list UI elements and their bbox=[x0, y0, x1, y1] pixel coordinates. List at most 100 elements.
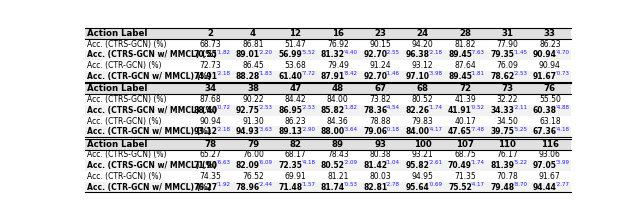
Text: Acc. (CTRS-GCN w/ MMCL) (%): Acc. (CTRS-GCN w/ MMCL) (%) bbox=[87, 161, 216, 170]
Text: 71.48: 71.48 bbox=[278, 183, 303, 192]
Text: 78.88: 78.88 bbox=[369, 117, 391, 126]
Text: ’7.48: ’7.48 bbox=[471, 126, 484, 132]
Text: 16: 16 bbox=[332, 29, 344, 38]
Text: ’7.63: ’7.63 bbox=[471, 50, 484, 55]
Text: 93.06: 93.06 bbox=[539, 150, 561, 160]
Text: 56.99: 56.99 bbox=[278, 50, 302, 59]
Text: ’3.64: ’3.64 bbox=[344, 126, 358, 132]
Text: 91.24: 91.24 bbox=[369, 61, 391, 70]
Text: 82.26: 82.26 bbox=[406, 106, 429, 115]
Text: ’5.22: ’5.22 bbox=[513, 160, 527, 165]
Text: 41.91: 41.91 bbox=[448, 106, 472, 115]
Text: Acc. (CTR-GCN) (%): Acc. (CTR-GCN) (%) bbox=[87, 61, 161, 70]
Text: 68.73: 68.73 bbox=[200, 40, 221, 49]
Text: ’1.46: ’1.46 bbox=[386, 71, 400, 76]
Text: Action Label: Action Label bbox=[87, 140, 147, 149]
Text: 28: 28 bbox=[459, 29, 471, 38]
Text: 90.15: 90.15 bbox=[369, 40, 391, 49]
Text: 70.78: 70.78 bbox=[497, 172, 518, 181]
Text: ’2.53: ’2.53 bbox=[259, 105, 273, 110]
Text: 91.67: 91.67 bbox=[539, 172, 561, 181]
Text: ’4.54: ’4.54 bbox=[386, 105, 400, 110]
Text: ’2.53: ’2.53 bbox=[301, 105, 315, 110]
Text: ’1.57: ’1.57 bbox=[301, 182, 315, 187]
Text: 71.35: 71.35 bbox=[454, 172, 476, 181]
Text: 34.33: 34.33 bbox=[490, 106, 515, 115]
Text: 70.49: 70.49 bbox=[448, 161, 472, 170]
Text: ’2.18: ’2.18 bbox=[216, 126, 230, 132]
Text: ’4.17: ’4.17 bbox=[471, 182, 484, 187]
Text: 61.40: 61.40 bbox=[278, 72, 302, 81]
Text: 76.09: 76.09 bbox=[497, 61, 518, 70]
Text: ’8.42: ’8.42 bbox=[344, 71, 358, 76]
Text: 38: 38 bbox=[247, 84, 259, 93]
Text: 73.82: 73.82 bbox=[369, 95, 391, 104]
Text: ’4.17: ’4.17 bbox=[428, 126, 442, 132]
Text: ’1.82: ’1.82 bbox=[344, 105, 358, 110]
Text: 67: 67 bbox=[374, 84, 387, 93]
Text: ’8.70: ’8.70 bbox=[513, 182, 527, 187]
Text: 40.17: 40.17 bbox=[454, 117, 476, 126]
Text: ’2.61: ’2.61 bbox=[428, 160, 442, 165]
Text: 84.42: 84.42 bbox=[285, 95, 307, 104]
Text: 2: 2 bbox=[207, 29, 214, 38]
Text: 23: 23 bbox=[374, 29, 387, 38]
Text: 76.92: 76.92 bbox=[327, 40, 349, 49]
Bar bbox=[85, 160, 571, 171]
Text: Acc. (CTR-GCN) (%): Acc. (CTR-GCN) (%) bbox=[87, 117, 161, 126]
Text: ’5.52: ’5.52 bbox=[301, 50, 315, 55]
Text: 86.95: 86.95 bbox=[278, 106, 302, 115]
Text: 70.55: 70.55 bbox=[194, 50, 218, 59]
Text: 90.94: 90.94 bbox=[533, 50, 557, 59]
Text: 60.38: 60.38 bbox=[532, 106, 557, 115]
Text: ’2.18: ’2.18 bbox=[428, 50, 442, 55]
Text: ’4.40: ’4.40 bbox=[344, 50, 358, 55]
Text: 69.91: 69.91 bbox=[285, 172, 307, 181]
Text: 68.17: 68.17 bbox=[285, 150, 307, 160]
Text: ’0.53: ’0.53 bbox=[344, 182, 358, 187]
Text: ’1.04: ’1.04 bbox=[386, 160, 400, 165]
Text: ’6.09: ’6.09 bbox=[259, 160, 273, 165]
Text: 92.70: 92.70 bbox=[363, 72, 387, 81]
Text: 79.49: 79.49 bbox=[327, 61, 349, 70]
Bar bbox=[85, 105, 571, 116]
Bar bbox=[85, 50, 571, 60]
Text: ’0.72: ’0.72 bbox=[216, 105, 230, 110]
Text: 86.23: 86.23 bbox=[285, 117, 307, 126]
Text: 74.35: 74.35 bbox=[200, 172, 221, 181]
Text: 86.81: 86.81 bbox=[243, 40, 264, 49]
Text: ’0.52: ’0.52 bbox=[471, 105, 484, 110]
Text: ’1.82: ’1.82 bbox=[216, 50, 230, 55]
Text: Acc. (CTR-GCN w/ MMCL) (%): Acc. (CTR-GCN w/ MMCL) (%) bbox=[87, 183, 211, 192]
Text: ’3.99: ’3.99 bbox=[556, 160, 570, 165]
Text: 110: 110 bbox=[499, 140, 516, 149]
Text: ’0.69: ’0.69 bbox=[428, 182, 442, 187]
Text: 4: 4 bbox=[250, 29, 256, 38]
Text: 95.82: 95.82 bbox=[406, 161, 429, 170]
Text: 76: 76 bbox=[544, 84, 556, 93]
Text: 72: 72 bbox=[459, 84, 471, 93]
Text: 79.48: 79.48 bbox=[490, 183, 515, 192]
Text: 88.00: 88.00 bbox=[321, 127, 345, 136]
Text: 89: 89 bbox=[332, 140, 344, 149]
Text: 72.35: 72.35 bbox=[278, 161, 302, 170]
Text: 78.43: 78.43 bbox=[327, 150, 349, 160]
Text: Acc. (CTRS-GCN w/ MMCL) (%): Acc. (CTRS-GCN w/ MMCL) (%) bbox=[87, 50, 216, 59]
Text: ’1.74: ’1.74 bbox=[471, 160, 484, 165]
Text: 92.70: 92.70 bbox=[363, 50, 387, 59]
Text: 76.52: 76.52 bbox=[242, 172, 264, 181]
Text: Acc. (CTRS-GCN w/ MMCL) (%): Acc. (CTRS-GCN w/ MMCL) (%) bbox=[87, 106, 216, 115]
Text: 90.94: 90.94 bbox=[200, 117, 221, 126]
Text: 94.44: 94.44 bbox=[533, 183, 557, 192]
Text: ’4.70: ’4.70 bbox=[556, 50, 570, 55]
Text: 82.81: 82.81 bbox=[363, 183, 387, 192]
Bar bbox=[85, 28, 571, 39]
Text: 73: 73 bbox=[501, 84, 513, 93]
Text: 91.67: 91.67 bbox=[532, 72, 557, 81]
Text: ’1.92: ’1.92 bbox=[216, 182, 230, 187]
Text: 93.12: 93.12 bbox=[194, 127, 218, 136]
Text: Acc. (CTR-GCN w/ MMCL) (%): Acc. (CTR-GCN w/ MMCL) (%) bbox=[87, 72, 211, 81]
Text: ’2.78: ’2.78 bbox=[386, 182, 400, 187]
Text: 12: 12 bbox=[289, 29, 301, 38]
Text: 78.36: 78.36 bbox=[363, 106, 387, 115]
